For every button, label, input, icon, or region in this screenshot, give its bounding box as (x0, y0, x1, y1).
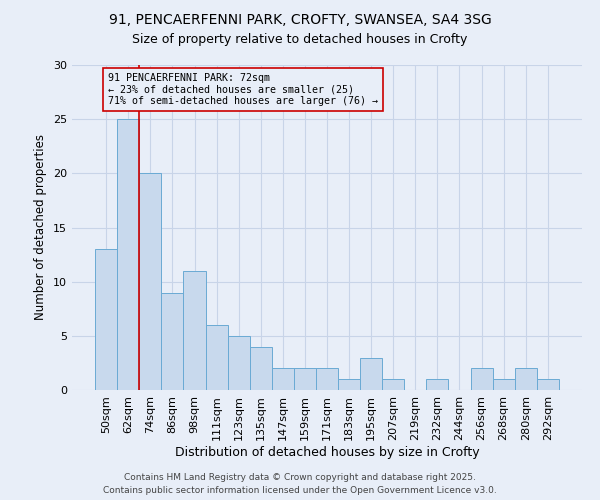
Bar (360, 358, 382, 390)
Bar (382, 379, 404, 390)
Bar (227, 336, 250, 390)
Y-axis label: Number of detached properties: Number of detached properties (34, 134, 47, 320)
Bar (294, 368, 316, 390)
Bar (515, 368, 537, 390)
Text: Contains HM Land Registry data © Crown copyright and database right 2025.
Contai: Contains HM Land Registry data © Crown c… (103, 474, 497, 495)
Bar (95, 249, 117, 390)
Bar (338, 379, 360, 390)
Bar (316, 368, 338, 390)
Bar (272, 368, 294, 390)
Bar (470, 368, 493, 390)
Bar (493, 379, 515, 390)
Text: 91 PENCAERFENNI PARK: 72sqm
← 23% of detached houses are smaller (25)
71% of sem: 91 PENCAERFENNI PARK: 72sqm ← 23% of det… (109, 72, 379, 106)
Bar (250, 346, 272, 390)
Text: 91, PENCAERFENNI PARK, CROFTY, SWANSEA, SA4 3SG: 91, PENCAERFENNI PARK, CROFTY, SWANSEA, … (109, 12, 491, 26)
X-axis label: Distribution of detached houses by size in Crofty: Distribution of detached houses by size … (175, 446, 479, 458)
Bar (184, 271, 206, 390)
Bar (139, 174, 161, 390)
Bar (427, 379, 448, 390)
Bar (537, 379, 559, 390)
Bar (161, 292, 184, 390)
Bar (117, 119, 139, 390)
Bar (206, 325, 227, 390)
Text: Size of property relative to detached houses in Crofty: Size of property relative to detached ho… (133, 32, 467, 46)
